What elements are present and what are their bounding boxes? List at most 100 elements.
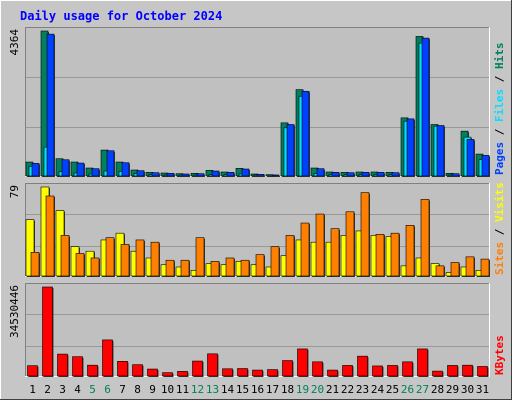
bar-hits-pages-day-18 <box>286 124 295 177</box>
bar-shadow <box>273 176 280 177</box>
bar-visits-sites-day-28 <box>435 265 445 277</box>
bar-hits-pages-day-19 <box>301 90 310 177</box>
bar-visits-sites-day-4 <box>75 253 85 277</box>
bar-kbytes-kbytes-day-20 <box>312 361 323 377</box>
legend-entry-kbytes: KBytes <box>493 335 506 375</box>
bar-kbytes-kbytes-day-23 <box>357 355 368 377</box>
x-tick-label-day-15: 15 <box>236 383 249 396</box>
x-tick-label-day-23: 23 <box>356 383 369 396</box>
x-tick-label-day-16: 16 <box>251 383 264 396</box>
x-tick-label-day-10: 10 <box>161 383 174 396</box>
x-tick-label-day-6: 6 <box>104 383 111 396</box>
bar-visits-sites-day-7 <box>120 244 130 277</box>
bar-hits-pages-day-7 <box>121 162 130 177</box>
bar-visits-sites-day-10 <box>165 259 175 277</box>
bar-kbytes-kbytes-day-14 <box>222 368 233 377</box>
bar-hits-pages-day-27 <box>421 37 430 177</box>
bar-hits-pages-day-21 <box>331 172 340 177</box>
bar-kbytes-kbytes-day-31 <box>477 366 488 377</box>
bar-visits-sites-day-16 <box>255 254 265 277</box>
x-tick-label-day-27: 27 <box>416 383 429 396</box>
bar-kbytes-kbytes-day-10 <box>162 372 173 377</box>
x-tick-label-day-30: 30 <box>461 383 474 396</box>
bar-hits-pages-day-4 <box>76 162 85 177</box>
legend-entry-hits: Hits <box>493 43 506 70</box>
bar-visits-sites-day-8 <box>135 239 145 277</box>
panel-visits-ymax-label: 79 <box>8 185 21 198</box>
panel-visits: 79 Sites / Visits <box>8 182 506 277</box>
bar-visits-sites-day-19 <box>300 222 310 277</box>
bar-hits-pages-day-15 <box>241 168 250 177</box>
bar-kbytes-kbytes-day-4 <box>72 356 83 377</box>
x-tick-label-day-3: 3 <box>59 383 66 396</box>
bar-hits-pages-day-20 <box>316 168 325 177</box>
x-tick-label-day-9: 9 <box>149 383 156 396</box>
bar-visits-sites-day-1 <box>30 252 40 277</box>
x-tick-label-day-22: 22 <box>341 383 354 396</box>
x-tick-label-day-31: 31 <box>476 383 489 396</box>
bar-kbytes-kbytes-day-5 <box>87 364 98 377</box>
bar-kbytes-kbytes-day-1 <box>27 365 38 377</box>
legend-separator: / <box>493 222 506 242</box>
bar-hits-pages-day-8 <box>136 170 145 177</box>
bar-visits-sites-day-25 <box>390 232 400 277</box>
bar-hits-pages-day-30 <box>466 139 475 177</box>
panel-hits-legend: Pages / Files / Hits <box>493 43 506 176</box>
bar-kbytes-kbytes-day-8 <box>132 364 143 377</box>
x-tick-label-day-26: 26 <box>401 383 414 396</box>
bar-visits-sites-day-17 <box>270 246 280 277</box>
bar-visits-sites-day-31 <box>480 258 490 277</box>
bar-visits-sites-day-5 <box>90 257 100 277</box>
bar-hits-pages-day-26 <box>406 118 415 177</box>
panel-visits-legend: Sites / Visits <box>493 182 506 275</box>
bar-kbytes-kbytes-day-28 <box>432 370 443 377</box>
bar-hits-pages-day-5 <box>91 168 100 177</box>
bar-kbytes-kbytes-day-22 <box>342 365 353 377</box>
panel-kbytes-ymax-label: 34530446 <box>8 285 21 338</box>
x-tick-label-day-24: 24 <box>371 383 385 396</box>
bar-kbytes-kbytes-day-13 <box>207 353 218 377</box>
bar-hits-pages-day-10 <box>166 173 175 177</box>
bar-hits-pages-day-25 <box>391 172 400 177</box>
bar-kbytes-kbytes-day-30 <box>462 364 473 377</box>
bar-kbytes-kbytes-day-21 <box>327 369 338 377</box>
bar-visits-sites-day-27 <box>420 199 430 277</box>
bar-hits-pages-day-9 <box>151 172 160 177</box>
bar-visits-visits-day-1 <box>25 219 35 277</box>
bar-kbytes-kbytes-day-25 <box>387 365 398 377</box>
bar-visits-sites-day-24 <box>375 234 385 277</box>
bar-visits-sites-day-9 <box>150 241 160 277</box>
bar-kbytes-kbytes-day-11 <box>177 371 188 377</box>
bar-hits-pages-day-17 <box>271 174 280 177</box>
bar-visits-sites-day-11 <box>180 259 190 277</box>
bar-visits-sites-day-21 <box>330 228 340 277</box>
x-tick-label-day-21: 21 <box>326 383 339 396</box>
bar-kbytes-kbytes-day-6 <box>102 339 113 377</box>
bar-visits-sites-day-15 <box>240 259 250 277</box>
bar-kbytes-kbytes-day-27 <box>417 348 428 377</box>
x-tick-label-day-13: 13 <box>206 383 219 396</box>
bar-hits-pages-day-29 <box>451 173 460 177</box>
bar-kbytes-kbytes-day-29 <box>447 365 458 377</box>
bar-visits-sites-day-29 <box>450 262 460 277</box>
bar-kbytes-kbytes-day-7 <box>117 361 128 377</box>
x-tick-label-day-25: 25 <box>386 383 399 396</box>
bar-kbytes-kbytes-day-2 <box>42 286 53 377</box>
x-tick-label-day-29: 29 <box>446 383 459 396</box>
x-tick-label-day-8: 8 <box>134 383 141 396</box>
x-tick-label-day-18: 18 <box>281 383 294 396</box>
bar-visits-sites-day-2 <box>45 195 55 277</box>
bar-visits-sites-day-23 <box>360 192 370 277</box>
bar-hits-pages-day-23 <box>361 172 370 177</box>
bar-hits-pages-day-6 <box>106 150 115 177</box>
legend-separator: / <box>493 122 506 142</box>
bar-hits-pages-day-2 <box>46 33 55 177</box>
chart-title: Daily usage for October 2024 <box>20 9 222 23</box>
panel-hits: 4364 Pages / Files / Hits <box>8 27 506 178</box>
bar-visits-sites-day-18 <box>285 235 295 277</box>
legend-entry-visits: Visits <box>493 182 506 222</box>
bar-kbytes-kbytes-day-24 <box>372 365 383 377</box>
x-tick-label-day-19: 19 <box>296 383 309 396</box>
legend-entry-sites: Sites <box>493 242 506 275</box>
